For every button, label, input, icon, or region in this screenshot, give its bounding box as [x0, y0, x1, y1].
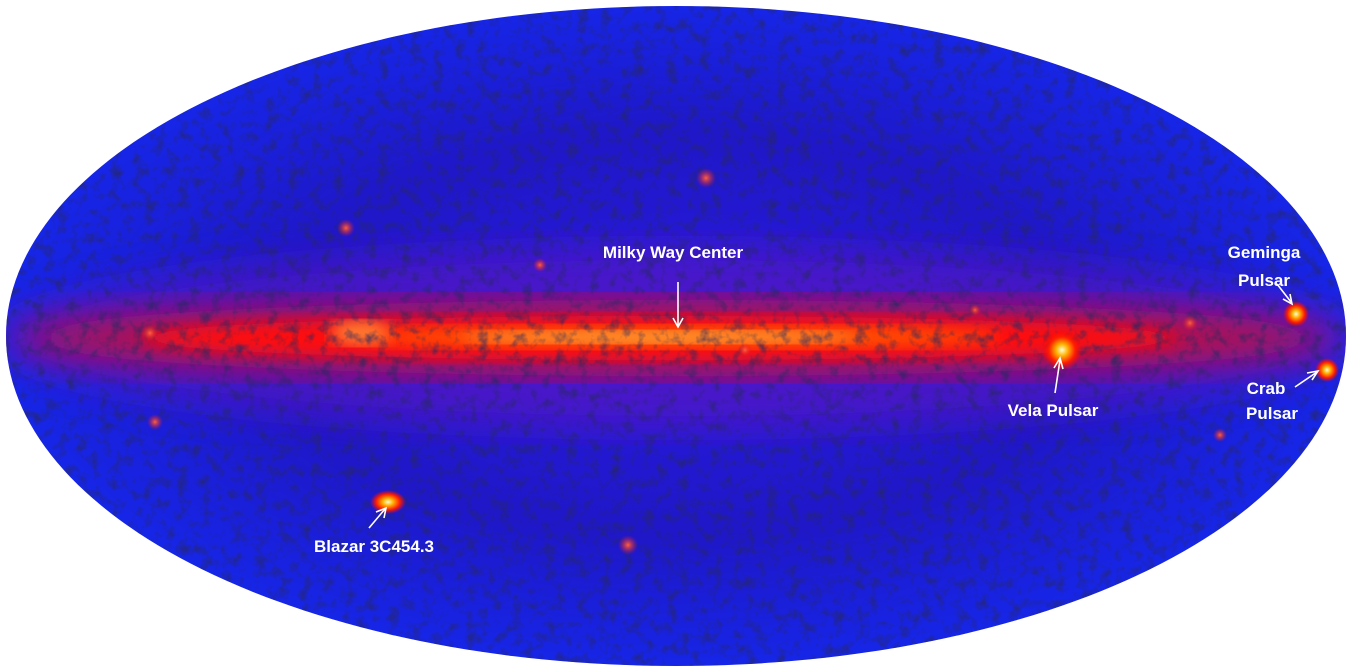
label: Blazar 3C454.3: [314, 537, 434, 556]
arrow: [672, 282, 684, 329]
arrow: [1053, 355, 1064, 394]
arrow: [1294, 369, 1320, 388]
arrow: [1276, 283, 1294, 306]
label: Pulsar: [1246, 404, 1298, 423]
label: Geminga: [1228, 243, 1301, 262]
arrow: [368, 506, 388, 529]
label: Milky Way Center: [603, 243, 744, 262]
label: Crab: [1247, 379, 1286, 398]
label: Vela Pulsar: [1008, 401, 1099, 420]
label: Pulsar: [1238, 271, 1290, 290]
